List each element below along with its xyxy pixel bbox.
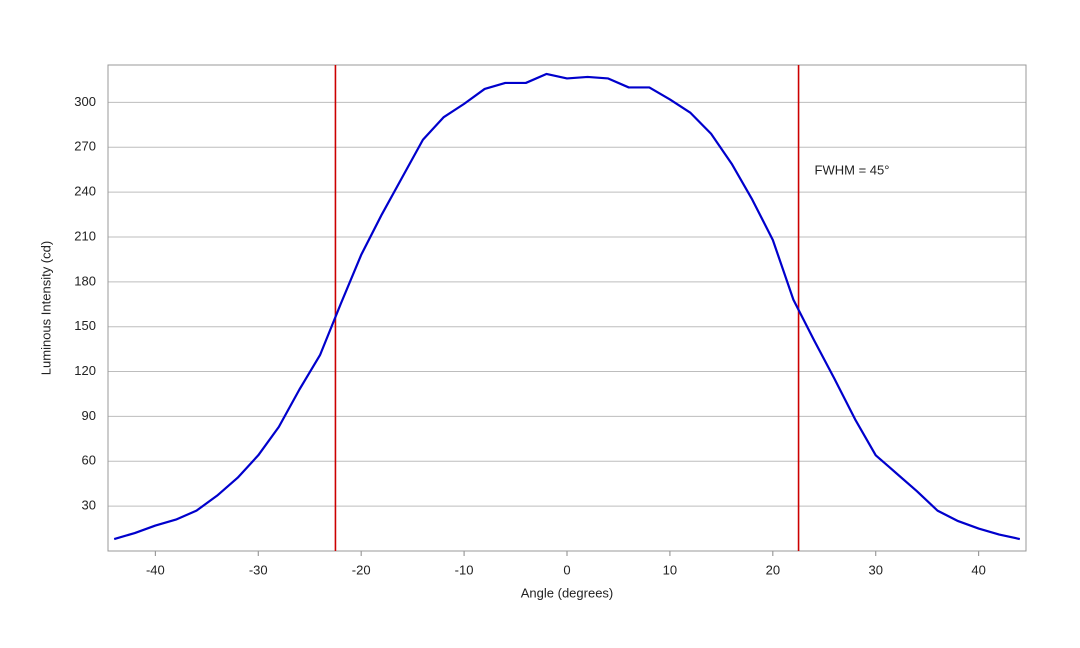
y-tick-label: 90	[82, 408, 96, 423]
y-tick-label: 180	[74, 273, 96, 288]
y-tick-label: 120	[74, 363, 96, 378]
y-tick-label: 30	[82, 498, 96, 513]
x-tick-label: -20	[352, 562, 371, 577]
x-tick-label: 30	[869, 562, 883, 577]
y-axis-label: Luminous Intensity (cd)	[38, 241, 53, 375]
y-tick-label: 150	[74, 318, 96, 333]
y-tick-label: 60	[82, 453, 96, 468]
x-tick-label: -10	[455, 562, 474, 577]
x-tick-label: 10	[663, 562, 677, 577]
annotation: FWHM = 45°	[815, 162, 890, 177]
y-tick-label: 240	[74, 184, 96, 199]
data-line	[113, 72, 1021, 541]
x-axis-label: Angle (degrees)	[521, 585, 614, 600]
y-tick-label: 300	[74, 94, 96, 109]
x-tick-label: 40	[971, 562, 985, 577]
y-tick-label: 210	[74, 228, 96, 243]
x-tick-label: -30	[249, 562, 268, 577]
x-tick-label: -40	[146, 562, 165, 577]
x-tick-label: 0	[563, 562, 570, 577]
x-tick-label: 20	[766, 562, 780, 577]
plot-frame	[107, 64, 1027, 552]
y-tick-label: 270	[74, 139, 96, 154]
